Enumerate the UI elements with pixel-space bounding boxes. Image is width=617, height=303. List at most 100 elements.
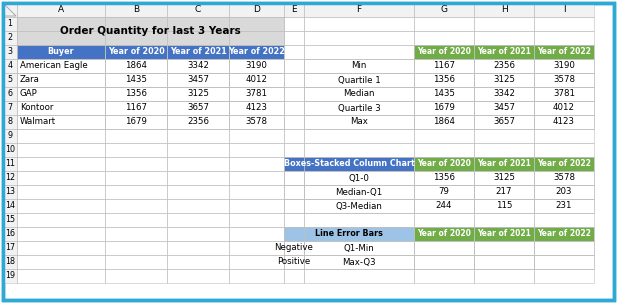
Bar — [284, 73, 304, 87]
Bar — [167, 31, 229, 45]
Bar — [3, 87, 17, 101]
Text: Year of 2020: Year of 2020 — [417, 229, 471, 238]
Bar — [167, 115, 229, 129]
Bar — [167, 59, 229, 73]
Bar — [534, 101, 594, 115]
Bar — [284, 227, 304, 241]
Bar — [229, 87, 284, 101]
Bar — [229, 45, 284, 59]
Bar — [304, 185, 414, 199]
Bar — [167, 199, 229, 213]
Bar — [534, 17, 594, 31]
Bar — [534, 115, 594, 129]
Bar — [105, 73, 167, 87]
Bar — [304, 101, 414, 115]
Bar — [304, 45, 414, 59]
Bar — [414, 87, 474, 101]
Bar — [167, 45, 229, 59]
Bar — [414, 213, 474, 227]
Bar — [3, 143, 17, 157]
Bar — [3, 171, 17, 185]
Bar — [3, 101, 17, 115]
Bar — [17, 115, 105, 129]
Bar — [304, 171, 414, 185]
Text: 79: 79 — [439, 188, 449, 197]
Bar — [167, 101, 229, 115]
Bar — [3, 129, 17, 143]
Bar — [229, 157, 284, 171]
Bar — [17, 17, 284, 45]
Bar — [414, 171, 474, 185]
Bar — [3, 157, 17, 171]
Bar — [284, 129, 304, 143]
Bar — [414, 115, 474, 129]
Bar — [474, 31, 534, 45]
Bar — [304, 31, 414, 45]
Bar — [414, 115, 474, 129]
Bar — [534, 45, 594, 59]
Bar — [105, 255, 167, 269]
Bar — [304, 59, 414, 73]
Bar — [167, 73, 229, 87]
Bar — [284, 101, 304, 115]
Bar — [17, 115, 105, 129]
Bar — [17, 269, 105, 283]
Bar — [474, 59, 534, 73]
Bar — [474, 87, 534, 101]
Bar — [167, 171, 229, 185]
Bar — [105, 115, 167, 129]
Text: American Eagle: American Eagle — [20, 62, 88, 71]
Text: Year of 2022: Year of 2022 — [537, 159, 591, 168]
Text: 1679: 1679 — [433, 104, 455, 112]
Bar — [304, 255, 414, 269]
Bar — [105, 129, 167, 143]
Text: Zara: Zara — [20, 75, 40, 85]
Bar — [229, 227, 284, 241]
Text: 203: 203 — [556, 188, 572, 197]
Bar — [284, 255, 304, 269]
Bar — [3, 255, 17, 269]
Bar — [304, 45, 414, 59]
Bar — [304, 59, 414, 73]
Bar — [304, 73, 414, 87]
Bar — [474, 185, 534, 199]
Bar — [284, 31, 304, 45]
Bar — [474, 45, 534, 59]
Bar — [17, 241, 105, 255]
Bar — [284, 199, 304, 213]
Bar — [229, 87, 284, 101]
Bar — [3, 241, 17, 255]
Bar — [474, 171, 534, 185]
Bar — [414, 143, 474, 157]
Bar — [304, 157, 414, 171]
Bar — [414, 59, 474, 73]
Bar — [414, 31, 474, 45]
Text: Median-Q1: Median-Q1 — [336, 188, 383, 197]
Bar — [474, 59, 534, 73]
Bar — [304, 241, 414, 255]
Text: 1: 1 — [7, 19, 12, 28]
Bar — [284, 143, 304, 157]
Text: 16: 16 — [5, 229, 15, 238]
Bar — [105, 227, 167, 241]
Bar — [304, 199, 414, 213]
Text: Q3-Median: Q3-Median — [336, 201, 383, 211]
Bar — [229, 185, 284, 199]
Bar — [304, 115, 414, 129]
Bar — [284, 171, 304, 185]
Bar — [229, 101, 284, 115]
Bar — [105, 185, 167, 199]
Bar — [229, 59, 284, 73]
Bar — [17, 45, 105, 59]
Bar — [304, 73, 414, 87]
Bar — [229, 73, 284, 87]
Text: 3125: 3125 — [187, 89, 209, 98]
Bar — [105, 199, 167, 213]
Text: Buyer: Buyer — [48, 48, 74, 56]
Bar — [534, 241, 594, 255]
Bar — [414, 143, 474, 157]
Bar — [474, 73, 534, 87]
Text: Median: Median — [343, 89, 375, 98]
Bar — [534, 157, 594, 171]
Bar — [229, 115, 284, 129]
